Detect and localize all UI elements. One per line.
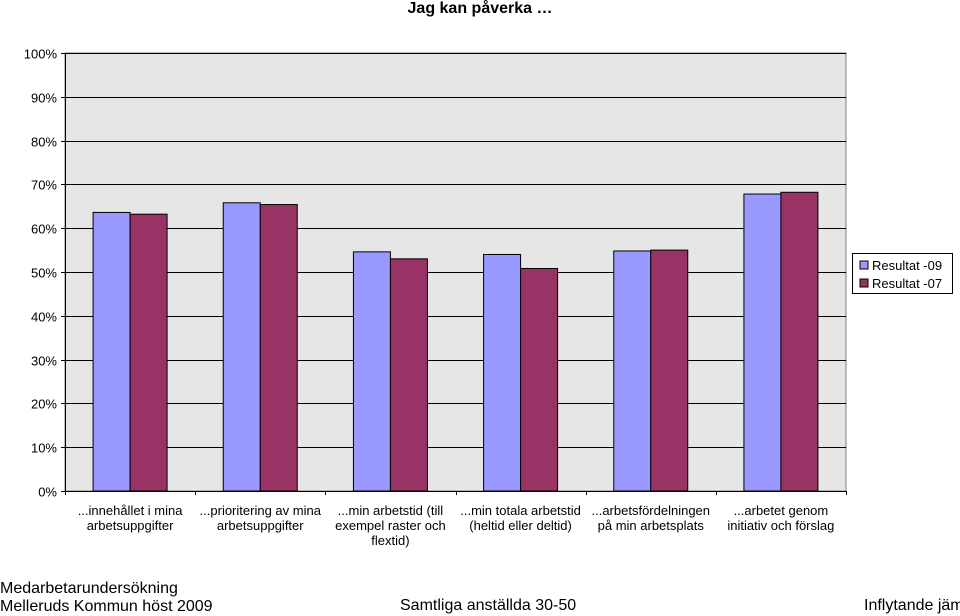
x-tick-label-line: ...arbetsfördelningen <box>591 503 711 518</box>
x-tick-label: ...arbetsfördelningen på min arbetsplats <box>586 503 716 533</box>
footer-topic: Inflytande jämf <box>864 597 960 614</box>
x-tick-label: ...min arbetstid (till exempel raster och… <box>325 503 455 548</box>
x-tick-label-line: ...innehållet i mina <box>77 503 183 518</box>
x-tick-label-line: ...prioritering av mina <box>199 503 321 518</box>
bar-resultat-07 <box>780 191 819 492</box>
bar-resultat-07 <box>129 213 168 492</box>
footer-group: Samtliga anställda 30-50 <box>400 597 577 614</box>
x-tick-label-line: ...min totala arbetstid <box>460 503 581 518</box>
x-tick-label-line: ...min arbetstid (till <box>337 503 444 518</box>
x-tick-label: ...arbetet genom initiativ och förslag <box>716 503 846 533</box>
y-tick-label: 40% <box>31 310 57 325</box>
x-tick-label: ...min totala arbetstid (heltid eller del… <box>456 503 586 533</box>
bar-resultat-09 <box>222 202 261 492</box>
x-tick-label: ...prioritering av mina arbetsuppgifter <box>195 503 325 533</box>
x-tick-label-line: arbetsuppgifter <box>86 518 174 533</box>
y-tick-label: 60% <box>31 222 57 237</box>
y-tick-label: 50% <box>31 266 57 281</box>
legend-label: Resultat -09 <box>872 258 942 273</box>
x-tick-label-line: på min arbetsplats <box>597 518 704 533</box>
x-tick-label: ...innehållet i mina arbetsuppgifter <box>65 503 195 533</box>
bar-resultat-07 <box>259 204 298 492</box>
bar-resultat-07 <box>650 249 689 492</box>
footer-survey: Medarbetarundersökning <box>0 580 178 597</box>
x-tick-label-line: arbetsuppgifter <box>216 518 304 533</box>
x-tick-label-line: flextid) <box>371 533 410 548</box>
x-tick-label-line: exempel raster och <box>335 518 446 533</box>
legend-swatch <box>859 278 869 288</box>
y-tick-label: 20% <box>31 397 57 412</box>
bar-resultat-07 <box>520 267 559 492</box>
bar-resultat-09 <box>352 251 391 492</box>
bar-resultat-09 <box>613 250 652 492</box>
y-tick-label: 30% <box>31 354 57 369</box>
legend-swatch <box>859 260 869 270</box>
x-tick-label-line: (heltid eller deltid) <box>469 518 572 533</box>
bar-resultat-09 <box>483 253 522 492</box>
y-tick-label: 90% <box>31 91 57 106</box>
x-tick-label-line: initiativ och förslag <box>727 518 835 533</box>
y-tick-label: 80% <box>31 135 57 150</box>
x-tick-label-line: ...arbetet genom <box>733 503 829 518</box>
y-tick-label: 0% <box>38 485 57 500</box>
bar-resultat-09 <box>92 211 131 492</box>
legend <box>852 253 953 294</box>
y-tick-label: 100% <box>24 47 58 62</box>
bar-resultat-07 <box>389 258 428 492</box>
footer-organization: Melleruds Kommun höst 2009 <box>0 598 213 615</box>
y-tick-label: 10% <box>31 441 57 456</box>
legend-label: Resultat -07 <box>872 276 942 291</box>
bar-resultat-09 <box>743 193 782 492</box>
chart-title: Jag kan påverka … <box>408 0 553 17</box>
y-tick-label: 70% <box>31 178 57 193</box>
